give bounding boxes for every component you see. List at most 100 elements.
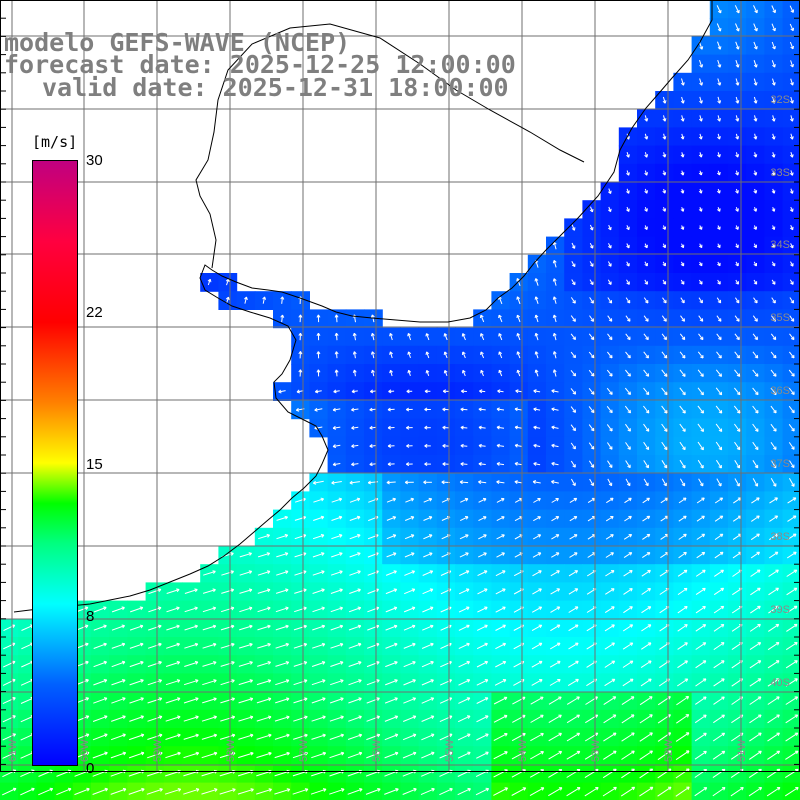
wind-arrow bbox=[662, 279, 667, 285]
wind-arrow bbox=[790, 96, 794, 104]
latitude-label: 34S bbox=[770, 239, 790, 251]
wind-arrow bbox=[734, 351, 740, 359]
wind-arrow bbox=[626, 225, 630, 231]
wind-arrow bbox=[589, 261, 594, 267]
wind-arrow bbox=[498, 351, 503, 359]
wind-arrow bbox=[753, 5, 758, 14]
wind-arrow bbox=[516, 333, 521, 341]
colorbar-tick: 8 bbox=[86, 608, 95, 625]
wind-arrow bbox=[771, 5, 776, 14]
wind-arrow bbox=[571, 260, 576, 268]
wind-arrow bbox=[699, 59, 704, 68]
wind-arrow bbox=[698, 279, 703, 285]
wind-arrow bbox=[771, 115, 776, 122]
wind-arrow bbox=[662, 225, 667, 230]
wind-arrow bbox=[717, 115, 721, 122]
wind-arrow bbox=[698, 133, 703, 140]
wind-arrow bbox=[607, 297, 613, 304]
wind-arrow bbox=[697, 351, 704, 359]
longitude-label: 60W bbox=[79, 739, 91, 762]
wind-arrow bbox=[607, 279, 612, 285]
longitude-label: 57W bbox=[298, 739, 310, 762]
wind-arrow bbox=[680, 297, 685, 304]
wind-arrow bbox=[607, 315, 613, 322]
wind-arrow bbox=[589, 279, 594, 286]
wind-arrow bbox=[207, 278, 212, 286]
wind-arrow bbox=[334, 332, 339, 341]
wind-arrow bbox=[680, 225, 685, 230]
wind-arrow bbox=[552, 296, 557, 304]
wind-arrow bbox=[771, 243, 776, 249]
wind-arrow bbox=[389, 351, 393, 359]
wind-arrow bbox=[753, 23, 758, 32]
wind-arrow bbox=[298, 332, 303, 341]
wind-arrow bbox=[644, 225, 648, 231]
wind-arrow bbox=[626, 206, 630, 212]
wind-arrow bbox=[443, 333, 448, 341]
wind-arrow bbox=[516, 278, 521, 286]
wind-arrow bbox=[370, 332, 375, 341]
wind-arrow bbox=[680, 188, 685, 194]
wind-arrow bbox=[662, 115, 667, 122]
wind-arrow bbox=[608, 243, 612, 249]
wind-arrow bbox=[753, 279, 758, 285]
wind-arrow bbox=[789, 188, 794, 194]
wind-arrow bbox=[625, 315, 631, 322]
wind-arrow bbox=[443, 351, 448, 359]
wind-arrow bbox=[644, 152, 649, 158]
wind-arrow bbox=[498, 333, 503, 341]
wind-arrow bbox=[607, 351, 613, 359]
longitude-label: 61W bbox=[7, 739, 19, 762]
wind-arrow bbox=[734, 297, 740, 304]
wind-arrow bbox=[588, 351, 595, 359]
wind-arrow bbox=[698, 261, 703, 267]
wind-arrow bbox=[716, 315, 722, 322]
wind-arrow bbox=[771, 279, 776, 285]
wind-arrow bbox=[753, 243, 757, 249]
wind-arrow bbox=[753, 133, 758, 140]
wind-arrow bbox=[771, 133, 776, 140]
wind-arrow bbox=[698, 315, 704, 322]
wind-arrow bbox=[662, 170, 667, 176]
wind-arrow bbox=[571, 279, 576, 286]
wind-arrow bbox=[752, 315, 758, 322]
wind-arrow bbox=[735, 170, 739, 176]
wind-arrow bbox=[680, 170, 685, 176]
wind-arrow bbox=[698, 170, 703, 176]
wind-arrow bbox=[552, 314, 557, 323]
colorbar-tick: 15 bbox=[86, 456, 103, 473]
wind-arrow bbox=[680, 115, 685, 122]
wind-arrow bbox=[626, 279, 630, 285]
wind-arrow bbox=[753, 225, 758, 230]
latitude-label: 39S bbox=[770, 604, 790, 616]
wind-arrow bbox=[570, 315, 576, 322]
wind-arrow bbox=[589, 224, 594, 231]
wind-arrow bbox=[735, 243, 739, 249]
wind-arrow bbox=[516, 296, 521, 305]
wind-arrow bbox=[679, 333, 686, 341]
wind-arrow bbox=[771, 225, 776, 231]
wind-arrow bbox=[699, 78, 703, 86]
wind-arrow bbox=[753, 78, 758, 86]
latitude-label: 32S bbox=[770, 94, 790, 106]
latitude-label: 38S bbox=[770, 531, 790, 543]
longitude-label: 56W bbox=[371, 739, 383, 762]
wind-arrow bbox=[716, 351, 722, 359]
wind-arrow bbox=[607, 206, 612, 213]
longitude-label: 59W bbox=[152, 739, 164, 762]
wind-arrow bbox=[771, 315, 776, 322]
wind-arrow bbox=[735, 78, 740, 86]
wind-arrow bbox=[698, 333, 704, 341]
wind-arrow bbox=[698, 225, 703, 230]
wind-arrow bbox=[643, 315, 649, 322]
wind-arrow bbox=[680, 261, 685, 267]
wind-arrow bbox=[225, 296, 230, 304]
wind-arrow bbox=[644, 261, 648, 267]
wind-arrow bbox=[480, 333, 485, 341]
wind-arrow bbox=[534, 314, 539, 323]
wind-arrow bbox=[698, 243, 703, 249]
wind-arrow bbox=[516, 351, 521, 359]
wind-arrow bbox=[771, 41, 776, 50]
